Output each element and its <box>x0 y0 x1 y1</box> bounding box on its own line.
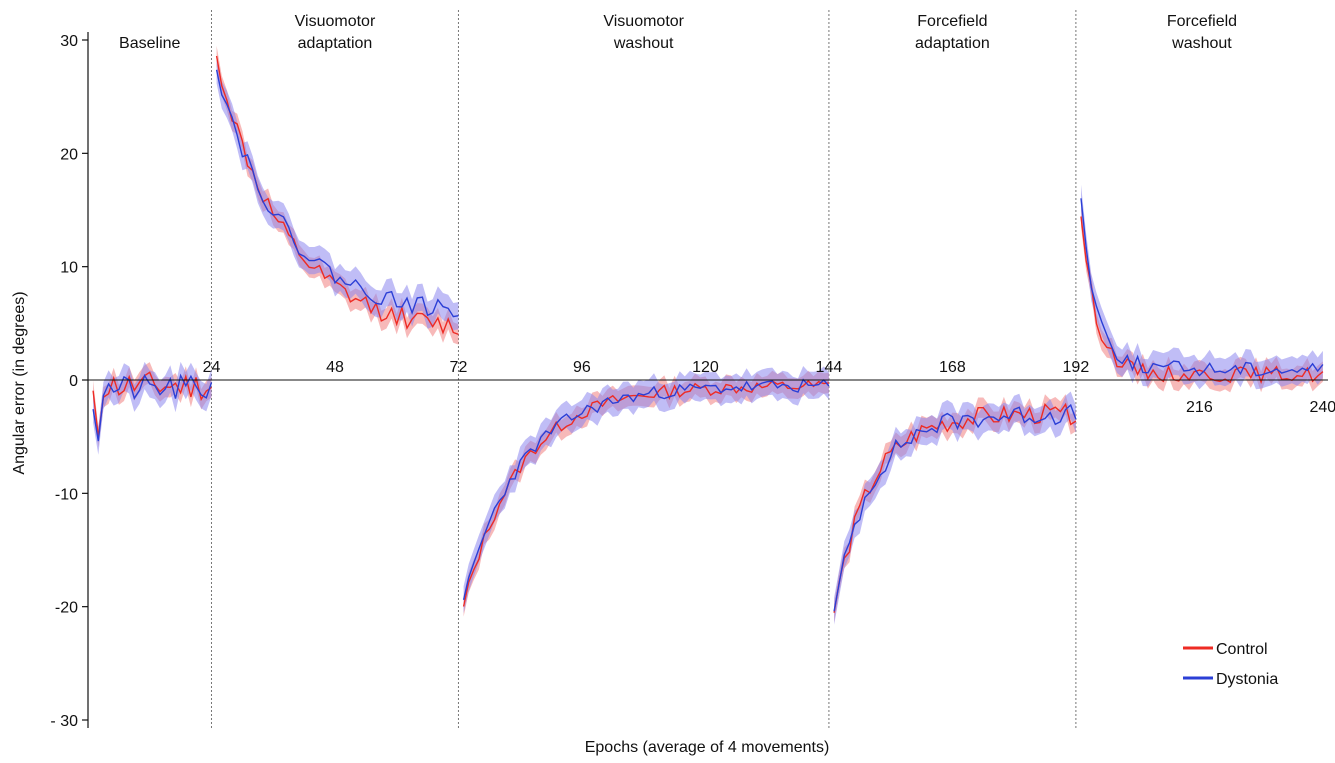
phase-title: adaptation <box>298 35 373 52</box>
y-tick-label: 20 <box>60 146 78 163</box>
y-tick-label: 30 <box>60 33 78 50</box>
phase-title: washout <box>1171 35 1232 52</box>
y-axis-title: Angular error (in degrees) <box>11 291 28 474</box>
series-lines-group <box>92 55 1324 613</box>
series-line-control-phase-5 <box>1080 216 1324 385</box>
series-line-dystonia-phase-1 <box>92 373 213 442</box>
phase-title: Visuomotor <box>603 13 684 30</box>
legend-label-dystonia: Dystonia <box>1216 671 1278 688</box>
phase-title: Visuomotor <box>295 13 376 30</box>
y-tick-label: 10 <box>60 260 78 277</box>
x-tick-label: 120 <box>692 359 719 376</box>
series-line-dystonia-phase-4 <box>833 403 1077 612</box>
series-line-dystonia-phase-2 <box>215 69 459 318</box>
band-dystonia-phase-3 <box>463 366 829 614</box>
band-dystonia-phase-1 <box>93 361 212 455</box>
y-tick-label: -10 <box>55 486 78 503</box>
x-tick-label: 144 <box>816 359 843 376</box>
x-axis-title: Epochs (average of 4 movements) <box>585 739 830 756</box>
series-line-dystonia-phase-5 <box>1080 198 1324 377</box>
band-dystonia-phase-4 <box>834 391 1076 625</box>
series-line-control-phase-1 <box>92 371 212 438</box>
phase-title: adaptation <box>915 35 990 52</box>
phase-title: Baseline <box>119 35 180 52</box>
x-tick-label: 96 <box>573 359 591 376</box>
band-control-phase-3 <box>463 370 829 617</box>
confidence-bands-group <box>93 45 1323 625</box>
series-line-control-phase-3 <box>462 380 829 607</box>
legend: Control Dystonia <box>1183 641 1278 688</box>
band-dystonia-phase-5 <box>1081 184 1323 390</box>
labels-group: 30 20 10 0 -10 -20 - 30 24 48 72 96 120 144 168 192 216… <box>50 13 1335 730</box>
legend-label-control: Control <box>1216 641 1268 658</box>
x-tick-label: 216 <box>1186 399 1213 416</box>
x-tick-label: 192 <box>1063 359 1090 376</box>
phase-title: washout <box>613 35 674 52</box>
x-tick-label: 24 <box>203 359 221 376</box>
axes-group <box>82 32 1328 728</box>
phase-title: Forcefield <box>1167 13 1237 30</box>
y-tick-label: -20 <box>55 600 78 617</box>
y-tick-label: - 30 <box>50 713 78 730</box>
x-tick-label: 48 <box>326 359 344 376</box>
x-tick-label: 240 <box>1310 399 1335 416</box>
phase-title: Forcefield <box>917 13 987 30</box>
y-tick-label: 0 <box>69 373 78 390</box>
series-line-dystonia-phase-3 <box>462 378 830 600</box>
x-tick-label: 168 <box>939 359 966 376</box>
band-dystonia-phase-2 <box>216 56 459 331</box>
x-tick-label: 72 <box>450 359 468 376</box>
